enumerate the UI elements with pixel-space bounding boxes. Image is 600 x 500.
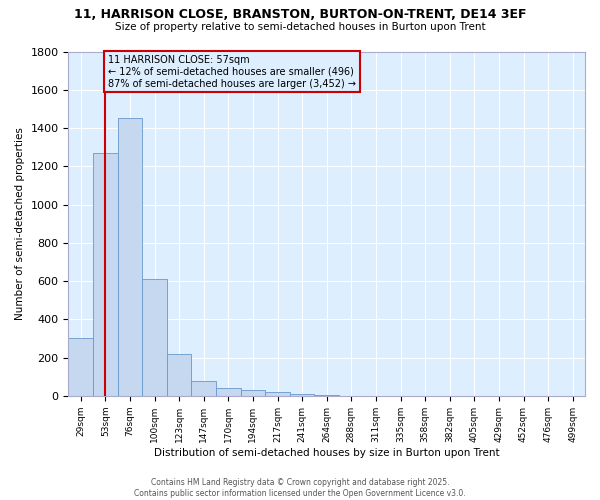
Bar bbox=[241, 390, 265, 396]
Bar bbox=[290, 394, 314, 396]
Bar bbox=[167, 354, 191, 396]
Text: 11 HARRISON CLOSE: 57sqm
← 12% of semi-detached houses are smaller (496)
87% of : 11 HARRISON CLOSE: 57sqm ← 12% of semi-d… bbox=[108, 56, 356, 88]
Text: Contains HM Land Registry data © Crown copyright and database right 2025.
Contai: Contains HM Land Registry data © Crown c… bbox=[134, 478, 466, 498]
Y-axis label: Number of semi-detached properties: Number of semi-detached properties bbox=[15, 127, 25, 320]
Bar bbox=[68, 338, 93, 396]
Text: 11, HARRISON CLOSE, BRANSTON, BURTON-ON-TRENT, DE14 3EF: 11, HARRISON CLOSE, BRANSTON, BURTON-ON-… bbox=[74, 8, 526, 20]
Text: Size of property relative to semi-detached houses in Burton upon Trent: Size of property relative to semi-detach… bbox=[115, 22, 485, 32]
Bar bbox=[93, 153, 118, 396]
Bar bbox=[265, 392, 290, 396]
Bar bbox=[142, 279, 167, 396]
X-axis label: Distribution of semi-detached houses by size in Burton upon Trent: Distribution of semi-detached houses by … bbox=[154, 448, 500, 458]
Bar bbox=[118, 118, 142, 396]
Bar bbox=[191, 382, 216, 396]
Bar bbox=[216, 388, 241, 396]
Bar bbox=[314, 395, 339, 396]
